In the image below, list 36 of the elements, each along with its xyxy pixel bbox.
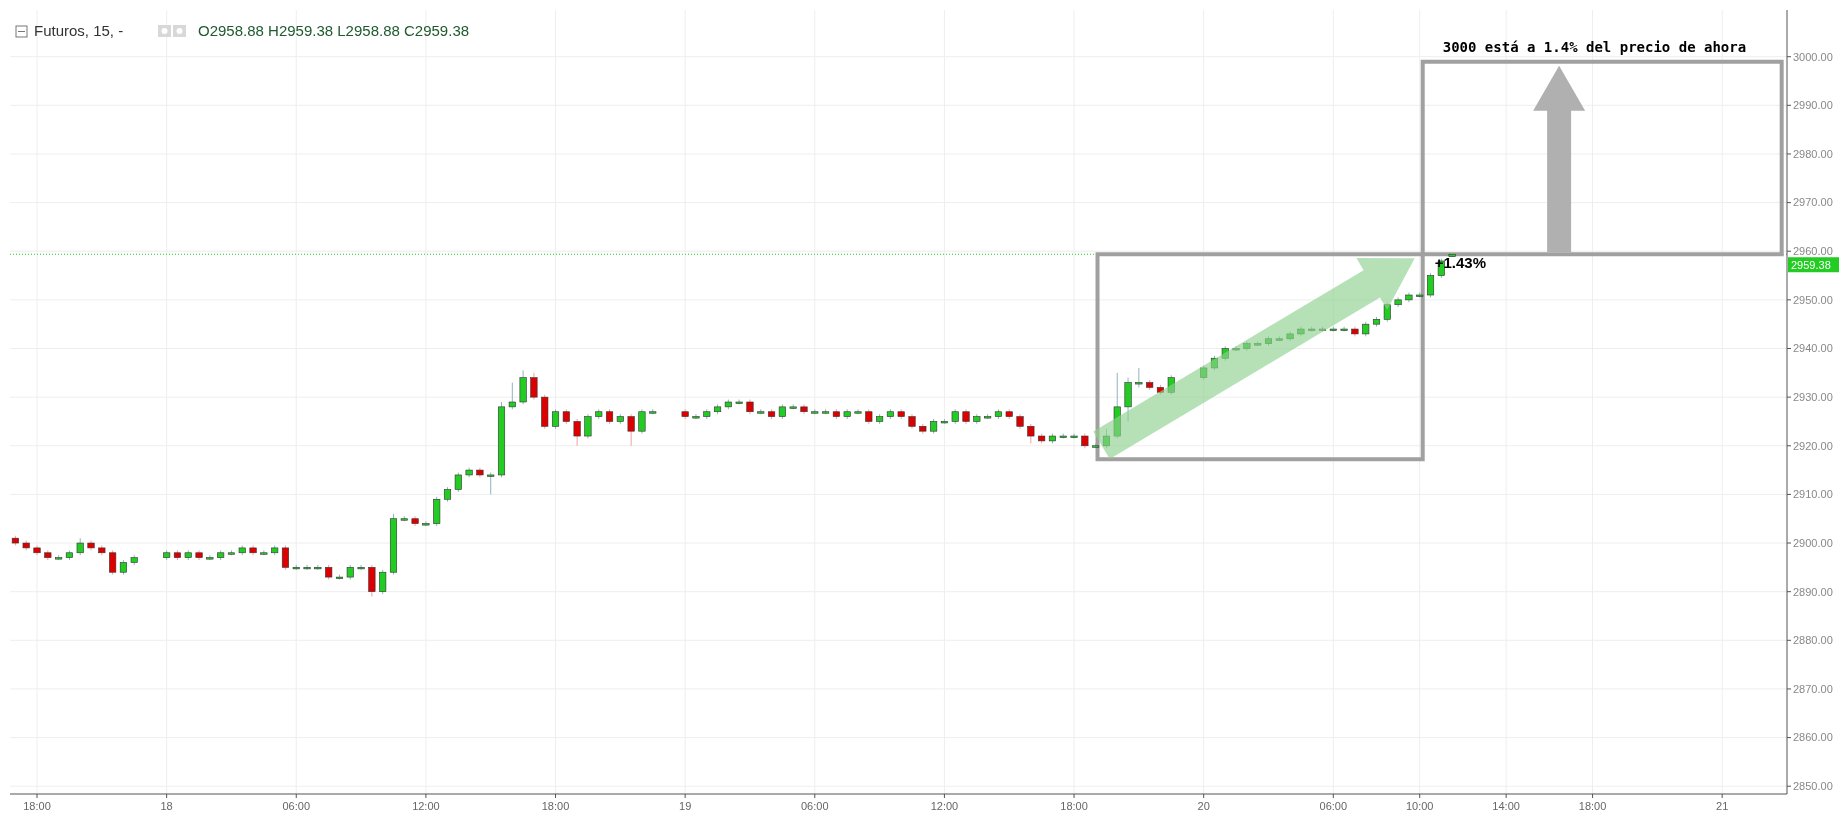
y-tick-label: 2910.00 [1793, 488, 1833, 501]
x-tick-label: 06:00 [282, 800, 311, 812]
x-tick-label: 12:00 [412, 800, 440, 812]
y-tick-label: 2870.00 [1793, 682, 1833, 695]
y-tick-label: 2920.00 [1793, 439, 1833, 452]
y-tick-label: 2930.00 [1793, 390, 1833, 403]
y-tick-label: 2950.00 [1793, 293, 1833, 306]
x-tick-label: 21 [1716, 800, 1729, 812]
x-tick-label: 19 [679, 800, 692, 812]
ref-line-label: 2959.38 [1791, 258, 1831, 271]
text: Futuros, 15, - [34, 22, 124, 39]
x-tick-label: 18:00 [1060, 800, 1088, 812]
y-tick-label: 2890.00 [1793, 585, 1833, 598]
x-tick-label: 18:00 [541, 800, 570, 812]
x-tick-label: 14:00 [1492, 800, 1520, 812]
y-tick-label: 2900.00 [1793, 536, 1833, 549]
x-tick-label: 18:00 [1578, 800, 1607, 812]
y-tick-label: 3000.00 [1793, 50, 1833, 63]
x-tick-label: 18:00 [23, 800, 51, 812]
y-tick-label: 2960.00 [1793, 245, 1833, 258]
y-tick-label: 2980.00 [1793, 147, 1833, 160]
x-tick-label: 10:00 [1405, 800, 1434, 812]
x-tick-label: 06:00 [801, 800, 829, 812]
annotation: +1.43% [1434, 254, 1487, 272]
y-tick-label: 2990.00 [1793, 99, 1833, 112]
y-tick-label: 2850.00 [1793, 780, 1833, 793]
text: O2958.88 H2959.38 L2958.88 C2959.38 [198, 22, 470, 39]
x-tick-label: 12:00 [930, 800, 959, 812]
x-tick-label: 20 [1197, 800, 1210, 812]
y-tick-label: 2860.00 [1793, 731, 1833, 744]
y-tick-label: 2940.00 [1793, 342, 1833, 355]
y-tick-label: 2880.00 [1793, 634, 1833, 647]
x-tick-label: 06:00 [1319, 800, 1348, 812]
x-tick-label: 18 [160, 800, 173, 812]
y-tick-label: 2970.00 [1793, 196, 1833, 209]
annotation: 3000 está a 1.4% del precio de ahora [1442, 38, 1747, 55]
